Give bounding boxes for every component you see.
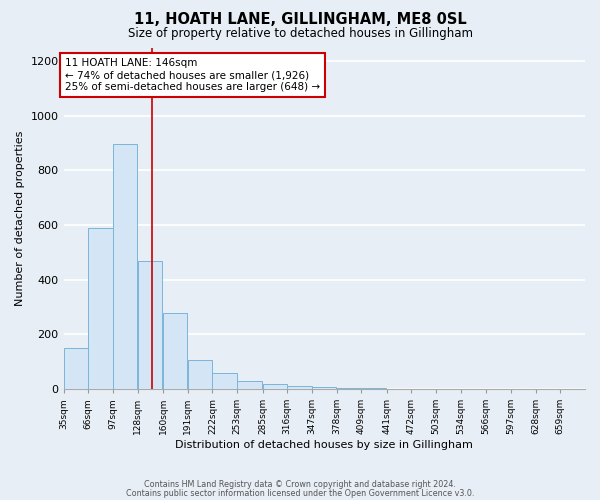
Bar xyxy=(263,384,287,389)
Bar xyxy=(163,312,187,389)
Bar xyxy=(188,360,212,389)
Text: Contains public sector information licensed under the Open Government Licence v3: Contains public sector information licen… xyxy=(126,488,474,498)
Bar xyxy=(312,387,337,389)
Bar xyxy=(88,228,113,389)
Bar xyxy=(361,388,386,389)
Y-axis label: Number of detached properties: Number of detached properties xyxy=(15,130,25,306)
Text: 11, HOATH LANE, GILLINGHAM, ME8 0SL: 11, HOATH LANE, GILLINGHAM, ME8 0SL xyxy=(134,12,466,28)
Bar xyxy=(337,388,361,389)
Bar xyxy=(113,144,137,389)
Text: 11 HOATH LANE: 146sqm
← 74% of detached houses are smaller (1,926)
25% of semi-d: 11 HOATH LANE: 146sqm ← 74% of detached … xyxy=(65,58,320,92)
Text: Contains HM Land Registry data © Crown copyright and database right 2024.: Contains HM Land Registry data © Crown c… xyxy=(144,480,456,489)
Bar xyxy=(237,382,262,389)
Bar xyxy=(287,386,311,389)
Text: Size of property relative to detached houses in Gillingham: Size of property relative to detached ho… xyxy=(128,28,473,40)
X-axis label: Distribution of detached houses by size in Gillingham: Distribution of detached houses by size … xyxy=(175,440,473,450)
Bar xyxy=(212,372,237,389)
Bar xyxy=(137,260,162,389)
Bar xyxy=(64,348,88,389)
